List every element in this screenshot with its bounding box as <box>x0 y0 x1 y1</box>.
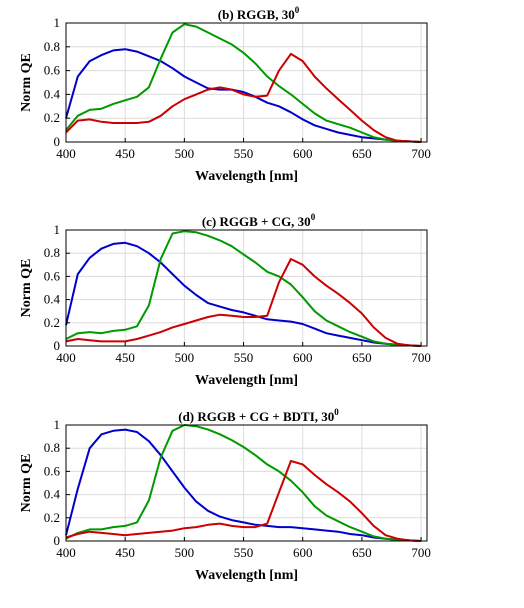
y-tick-label: 0 <box>54 533 61 548</box>
chart-title-text: (d) RGGB + CG + BDTI, 30 <box>178 409 334 424</box>
series-line-red <box>65 460 422 542</box>
y-tick-label: 0.8 <box>44 440 60 455</box>
x-tick-label: 550 <box>234 146 254 161</box>
x-tick-label: 650 <box>352 545 372 560</box>
chart-title: (c) RGGB + CG, 300 <box>202 212 316 229</box>
y-tick-label: 0.2 <box>44 315 60 330</box>
y-tick-label: 0.2 <box>44 110 60 125</box>
y-tick-label: 1 <box>54 417 61 432</box>
x-tick-label: 400 <box>56 545 76 560</box>
x-tick-label: 500 <box>175 350 195 365</box>
x-tick-label: 450 <box>115 545 135 560</box>
x-tick-label: 550 <box>234 350 254 365</box>
chart-title-superscript: 0 <box>311 212 316 222</box>
y-tick-label: 0.4 <box>44 487 61 502</box>
x-axis-label: Wavelength [nm] <box>195 169 298 184</box>
x-tick-label: 700 <box>411 545 431 560</box>
series-line-red <box>65 258 422 347</box>
y-tick-label: 0 <box>54 134 61 149</box>
y-axis-label: Norm QE <box>19 53 34 112</box>
y-tick-label: 0.8 <box>44 39 60 54</box>
chart-title-superscript: 0 <box>295 5 300 15</box>
series-line-red <box>65 52 422 143</box>
series-line-blue <box>65 428 422 542</box>
x-tick-label: 500 <box>175 146 195 161</box>
x-axis-label: Wavelength [nm] <box>195 373 298 388</box>
x-tick-label: 600 <box>293 545 313 560</box>
plot-area <box>66 23 427 142</box>
y-tick-label: 0.6 <box>44 63 61 78</box>
chart-title-text: (c) RGGB + CG, 30 <box>202 214 311 229</box>
y-tick-label: 0.2 <box>44 510 60 525</box>
x-tick-label: 600 <box>293 350 313 365</box>
x-tick-label: 450 <box>115 146 135 161</box>
x-tick-label: 550 <box>234 545 254 560</box>
x-tick-label: 600 <box>293 146 313 161</box>
panel-d: 400 450 500 550 600 650 700 0 0.2 0.4 0.6 0.8 1 (d) R… <box>19 407 431 583</box>
axes-frame <box>65 424 428 542</box>
y-axis-label: Norm QE <box>19 259 34 318</box>
y-axis-label: Norm QE <box>19 454 34 513</box>
x-tick-label: 450 <box>115 350 135 365</box>
axes-frame <box>65 229 428 347</box>
panel-b: 400 450 500 550 600 650 700 0 0.2 0.4 0.6 0.8 1 (b) R… <box>19 5 431 184</box>
y-tick-label: 1 <box>54 222 61 237</box>
plot-area <box>66 230 427 346</box>
y-tick-label: 0.6 <box>44 463 61 478</box>
x-tick-label: 650 <box>352 146 372 161</box>
x-tick-label: 650 <box>352 350 372 365</box>
series-line-blue <box>65 48 422 143</box>
x-axis-label: Wavelength [nm] <box>195 568 298 583</box>
chart-title-superscript: 0 <box>334 407 339 417</box>
x-tick-label: 400 <box>56 350 76 365</box>
x-tick-label: 500 <box>175 545 195 560</box>
x-tick-label: 400 <box>56 146 76 161</box>
chart-title-text: (b) RGGB, 30 <box>218 7 295 22</box>
x-tick-label: 700 <box>411 350 431 365</box>
y-tick-label: 0.8 <box>44 245 60 260</box>
chart-title: (b) RGGB, 300 <box>218 5 300 22</box>
axes-frame <box>65 22 428 143</box>
panel-c: 400 450 500 550 600 650 700 0 0.2 0.4 0.6 0.8 1 (c) R… <box>19 212 431 388</box>
y-tick-label: 0.6 <box>44 268 61 283</box>
y-tick-label: 0.4 <box>44 292 61 307</box>
y-tick-label: 1 <box>54 15 61 30</box>
x-tick-label: 700 <box>411 146 431 161</box>
series-line-green <box>65 23 422 143</box>
series-line-green <box>65 424 422 542</box>
y-tick-label: 0.4 <box>44 86 61 101</box>
series-line-green <box>65 230 422 347</box>
y-tick-label: 0 <box>54 338 61 353</box>
chart-title: (d) RGGB + CG + BDTI, 300 <box>178 407 339 424</box>
plot-area <box>66 425 427 541</box>
series-line-blue <box>65 241 422 347</box>
